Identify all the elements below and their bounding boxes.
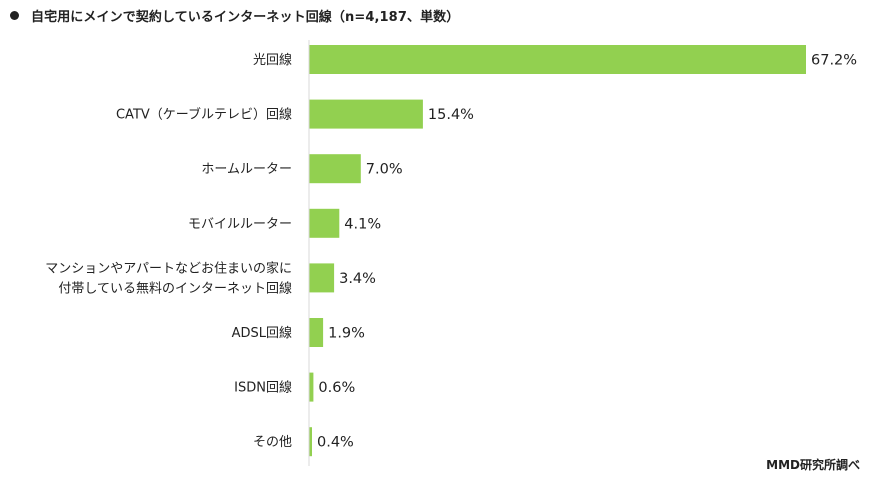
category-label-4-line-0: マンションやアパートなどお住まいの家に bbox=[45, 260, 292, 276]
bar-3 bbox=[309, 208, 340, 238]
bullet-icon bbox=[10, 11, 19, 20]
bars-layer: 67.2% 光回線 15.4% CATV（ケーブルテレビ）回線 7.0% ホームルーター 4… bbox=[45, 45, 857, 457]
category-label-5: ADSL回線 bbox=[232, 325, 292, 341]
source-credit: MMD研究所調べ bbox=[766, 458, 860, 472]
value-label-2: 7.0% bbox=[366, 162, 403, 178]
value-label-7: 0.4% bbox=[317, 435, 354, 451]
category-label-3: モバイルルーター bbox=[188, 217, 292, 232]
category-label-7: その他 bbox=[253, 435, 292, 450]
value-label-3: 4.1% bbox=[344, 216, 381, 232]
chart-title: 自宅用にメインで契約しているインターネット回線（n=4,187、単数） bbox=[10, 6, 459, 25]
value-label-1: 15.4% bbox=[428, 107, 474, 123]
bar-1 bbox=[309, 99, 423, 129]
bar-6 bbox=[309, 372, 314, 402]
value-label-0: 67.2% bbox=[811, 53, 857, 69]
value-label-6: 0.6% bbox=[318, 380, 355, 396]
bar-7 bbox=[309, 427, 312, 457]
category-label-0: 光回線 bbox=[253, 52, 292, 68]
value-label-4: 3.4% bbox=[339, 271, 376, 287]
category-label-6: ISDN回線 bbox=[234, 380, 292, 396]
bar-5 bbox=[309, 318, 324, 347]
category-label-4-line-1: 付帯している無料のインターネット回線 bbox=[58, 280, 292, 296]
bar-0 bbox=[309, 45, 806, 74]
bar-2 bbox=[309, 154, 361, 184]
value-label-5: 1.9% bbox=[328, 326, 365, 342]
chart-title-text: 自宅用にメインで契約しているインターネット回線（n=4,187、単数） bbox=[31, 10, 460, 25]
category-label-1: CATV（ケーブルテレビ）回線 bbox=[116, 107, 292, 123]
category-label-2: ホームルーター bbox=[201, 162, 292, 177]
bar-4 bbox=[309, 263, 335, 293]
